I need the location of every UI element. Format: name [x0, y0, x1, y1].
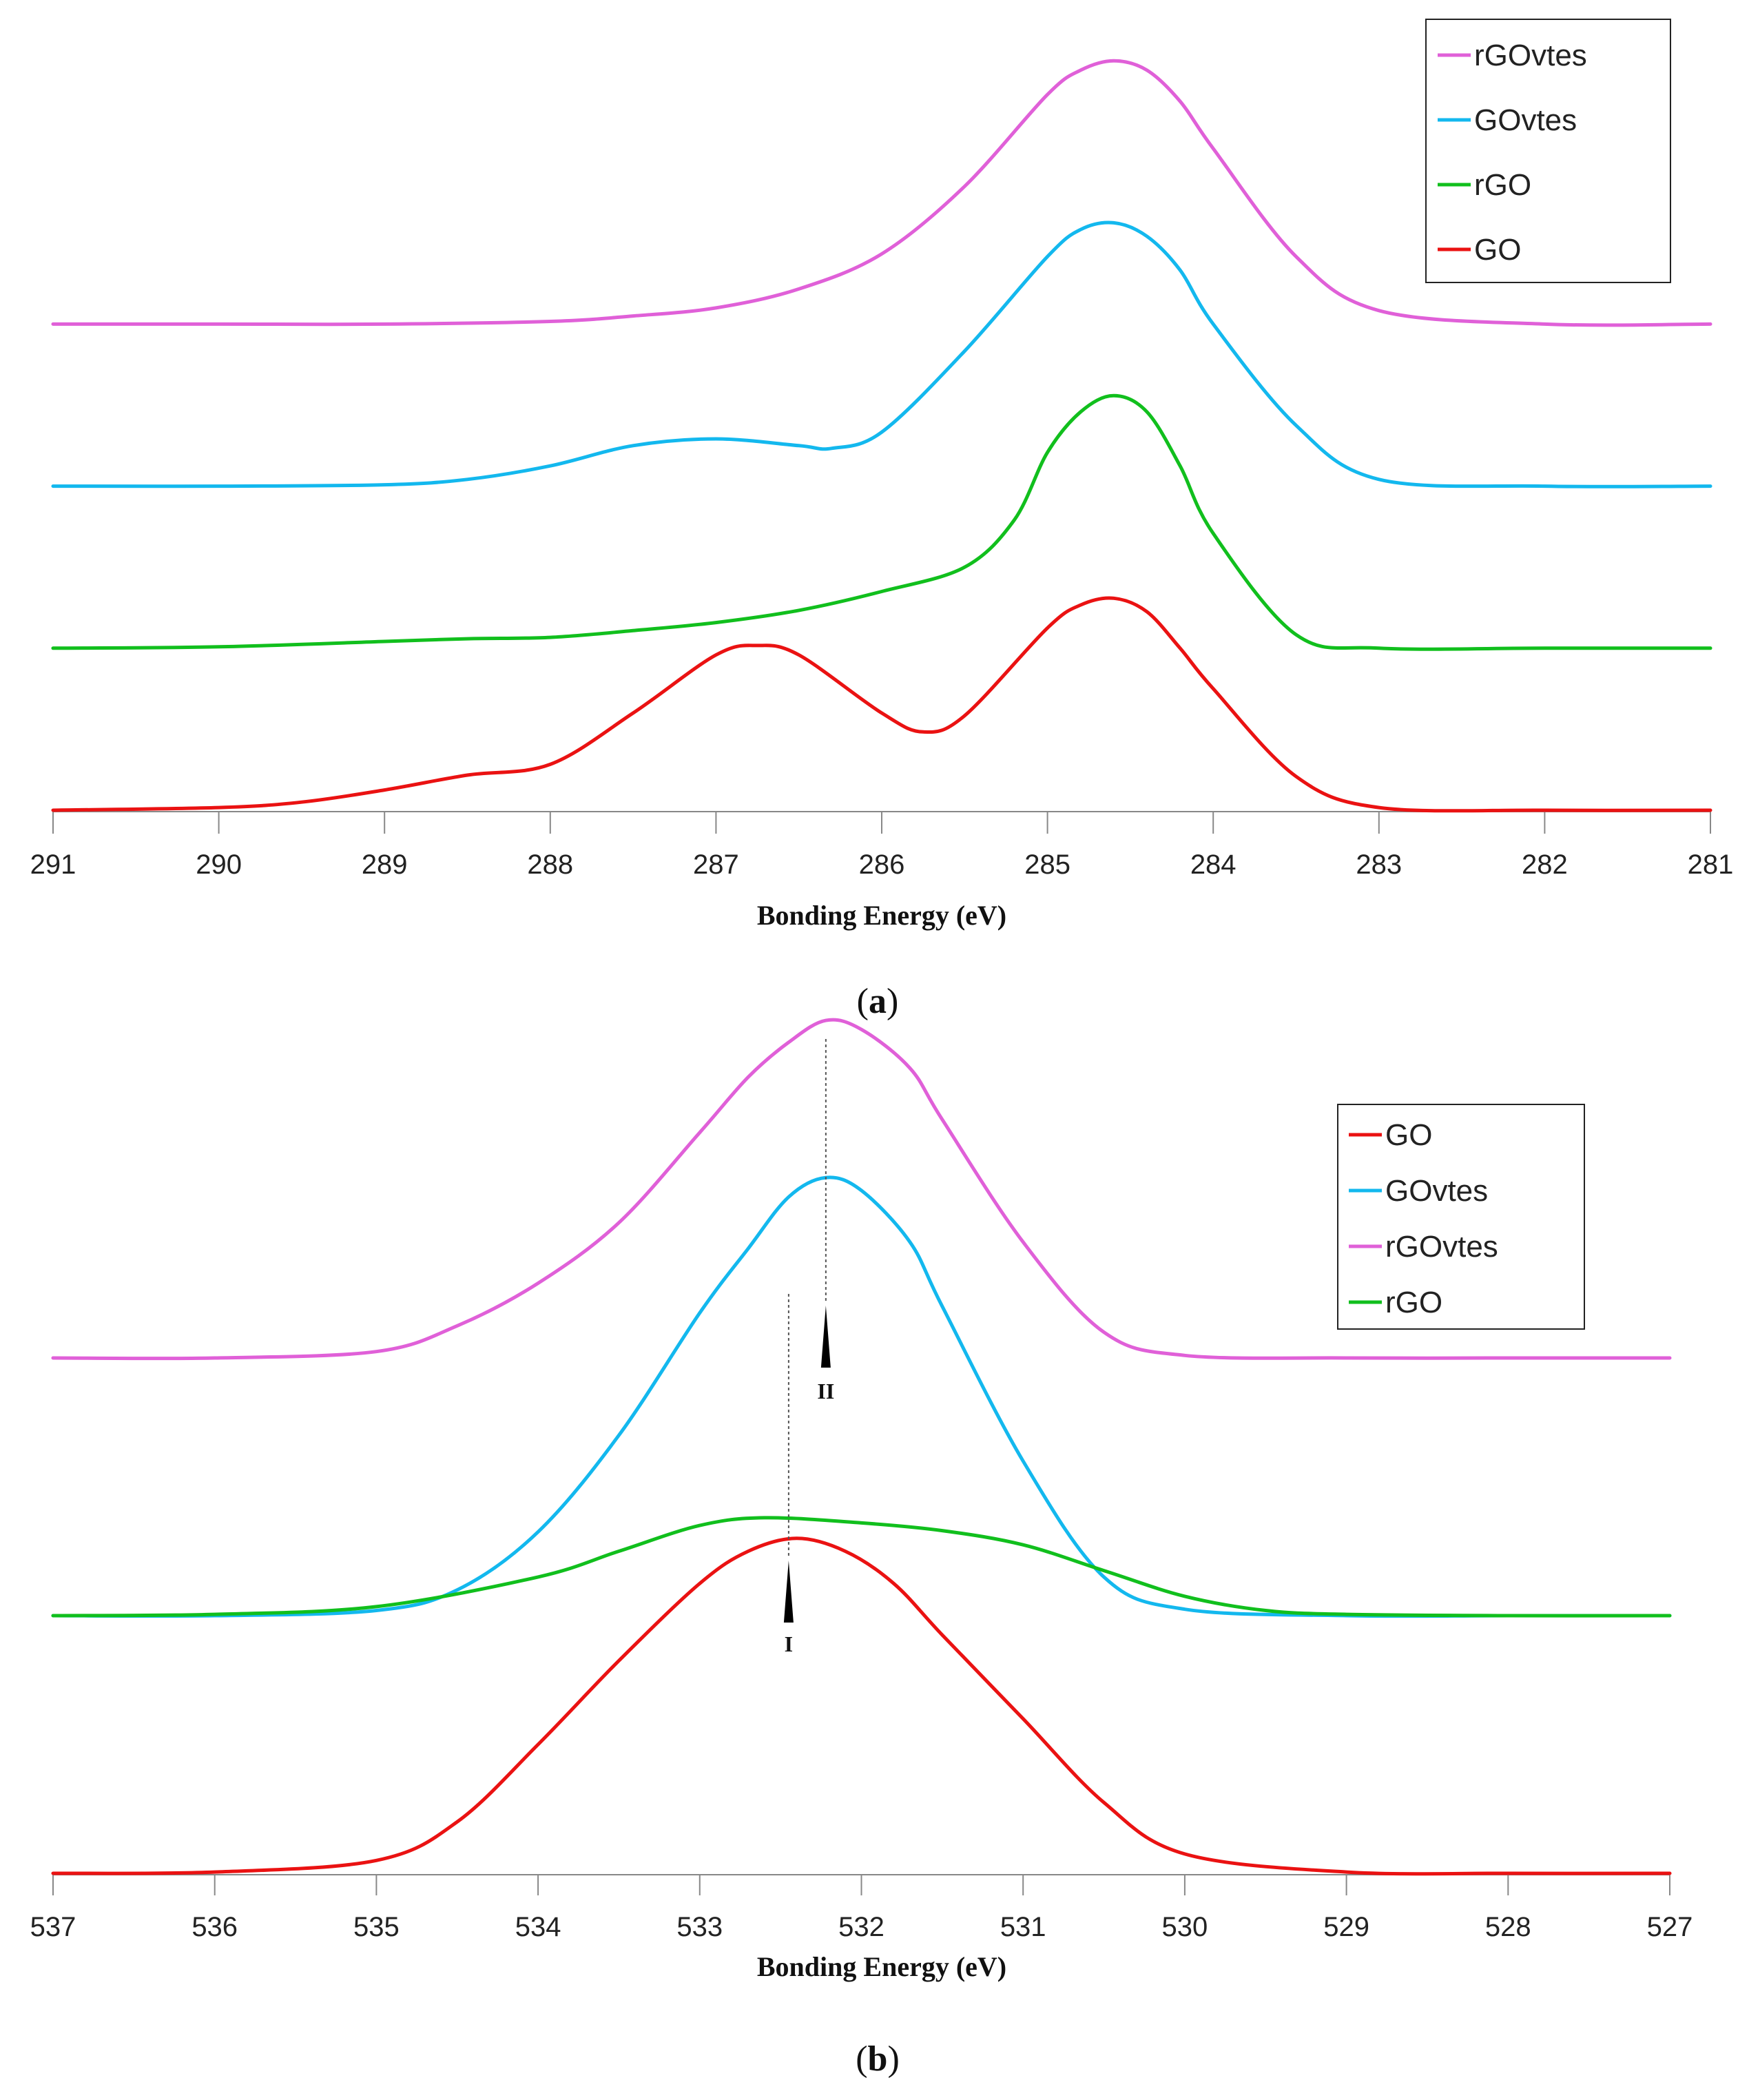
series-line-GOvtes [51, 220, 1712, 488]
x-tick-label: 282 [1522, 850, 1568, 880]
series-line-GO [51, 596, 1712, 813]
legend-box [1425, 19, 1671, 283]
legend: GO GOvtes rGOvtes rGO [1337, 1104, 1585, 1330]
x-tick-label: 289 [362, 850, 408, 880]
x-tick-label: 530 [1162, 1912, 1208, 1942]
marker-arrow [820, 1306, 831, 1368]
x-tick-label: 529 [1323, 1912, 1369, 1942]
legend-box [1337, 1104, 1585, 1330]
x-tick-label: 288 [527, 850, 573, 880]
legend-entry: GO [1385, 1118, 1432, 1152]
series-line-rGOvtes [51, 59, 1712, 327]
legend-entry: rGO [1385, 1286, 1442, 1319]
x-tick-label: 286 [859, 850, 905, 880]
marker-arrow [783, 1561, 794, 1623]
x-tick-label: 535 [353, 1912, 400, 1942]
x-tick-label: 534 [515, 1912, 561, 1942]
series-line-GO [51, 1536, 1672, 1876]
legend: rGOvtes GOvtes rGO GO [1425, 19, 1671, 283]
panel-b-chart: 537 536 535 534 533 532 531 530 529 528 527 Bonding… [30, 1018, 1693, 2079]
marker-label: I [785, 1631, 793, 1656]
x-axis-title: Bonding Energy (eV) [757, 900, 1006, 931]
x-tick-label: 281 [1688, 850, 1734, 880]
legend-entry: GOvtes [1474, 103, 1577, 137]
panel-caption: (a) [857, 982, 899, 1021]
x-tick-label: 527 [1647, 1912, 1693, 1942]
series-line-rGO [51, 393, 1712, 651]
x-tick-label: 284 [1190, 850, 1236, 880]
legend-entry: rGO [1474, 168, 1531, 202]
x-tick-label: 532 [838, 1912, 884, 1942]
x-tick-label: 537 [30, 1912, 76, 1942]
legend-entry: rGOvtes [1474, 39, 1587, 72]
x-tick-label: 533 [676, 1912, 723, 1942]
x-tick-label: 528 [1485, 1912, 1531, 1942]
panel-a-chart: 291 290 289 288 287 286 285 284 283 282 281 Bonding… [30, 19, 1734, 1021]
legend-entry: GOvtes [1385, 1174, 1488, 1208]
series-line-rGOvtes [51, 1018, 1672, 1361]
x-tick-label: 536 [192, 1912, 238, 1942]
x-axis-title: Bonding Energy (eV) [757, 1951, 1006, 1982]
legend-entry: rGOvtes [1385, 1230, 1498, 1264]
x-tick-label: 285 [1024, 850, 1070, 880]
x-tick-label: 291 [30, 850, 76, 880]
x-tick-label: 287 [693, 850, 739, 880]
legend-entry: GO [1474, 233, 1521, 267]
series-line-rGO [51, 1516, 1672, 1618]
x-tick-label: 290 [196, 850, 242, 880]
panel-caption: (b) [856, 2039, 900, 2079]
marker-label: II [817, 1379, 834, 1403]
x-tick-label: 283 [1356, 850, 1402, 880]
x-tick-label: 531 [1000, 1912, 1046, 1942]
